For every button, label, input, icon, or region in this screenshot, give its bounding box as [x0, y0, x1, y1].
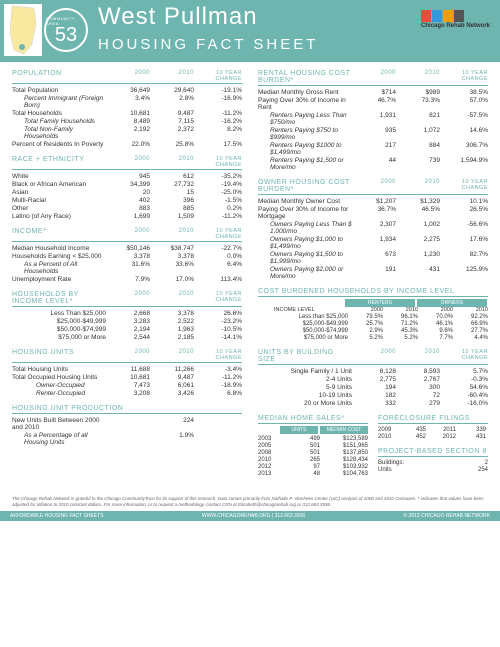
data-row: 2010265$128,434 — [258, 456, 368, 463]
data-row: 2-4 Units2,7752,767-0.3% — [258, 375, 488, 383]
content: POPULATION2000201010 YEAR CHANGE Total Po… — [0, 62, 500, 493]
data-row: Less Than $25,0002,6683,37826.6% — [12, 309, 242, 317]
page-subtitle: HOUSING FACT SHEET — [98, 36, 318, 53]
section-header: PROJECT-BASED SECTION 8 — [378, 448, 488, 457]
data-row: Total Housing Units11,68811,266-3.4% — [12, 365, 242, 373]
data-row: Single Family / 1 Unit8,1288,5935.7% — [258, 367, 488, 375]
data-row: Owners Paying $2,000 or More/mo191431125… — [258, 265, 488, 280]
data-row: $25,000-$49,99925.7%71.2%46.1%66.9% — [258, 320, 488, 327]
data-row: $75,000 or More5.2%5.2%7.7%4.4% — [258, 334, 488, 341]
data-row: Other8838850.2% — [12, 204, 242, 212]
section-header: OWNER HOUSING COST BURDEN*2000201010 YEA… — [258, 179, 488, 195]
data-row: 2003499$123,589 — [258, 435, 368, 442]
data-row: 2008501$137,850 — [258, 449, 368, 456]
data-row: 10-19 Units18272-60.4% — [258, 391, 488, 399]
section-header: INCOME*2000201010 YEAR CHANGE — [12, 228, 242, 242]
section-header: UNITS BY BUILDING SIZE2000201010 YEAR CH… — [258, 349, 488, 365]
area-number: 53 — [55, 26, 77, 44]
data-row: $50,000-$74,9992.9%45.3%9.6%27.7% — [258, 327, 488, 334]
section-header: RACE + ETHNICITY2000201010 YEAR CHANGE — [12, 156, 242, 170]
data-row: Unemployment Rate7.9%17.0%113.4% — [12, 275, 242, 283]
data-row: 20094352011339 — [378, 426, 488, 433]
data-row: Asian2015-25.0% — [12, 188, 242, 196]
data-row: Multi-Racial402396-1.5% — [12, 196, 242, 204]
logo: Chicago Rehab Network — [421, 10, 490, 29]
footer-center: WWW.CHICAGOREHAB.ORG | 312.663.3936 — [202, 513, 305, 519]
data-row: As a Percent of All Households31.6%33.6%… — [12, 260, 242, 275]
data-row: Black or African American34,39927,732-19… — [12, 180, 242, 188]
right-column: RENTAL HOUSING COST BURDEN*2000201010 YE… — [258, 70, 488, 485]
header: COMMUNITY AREA 53 West Pullman HOUSING F… — [0, 0, 500, 62]
section-header: COST BURDENED HOUSEHOLDS BY INCOME LEVEL — [258, 288, 488, 297]
data-row: Owner-Occupied7,4736,061-18.9% — [12, 381, 242, 389]
data-row: Renters Paying Less Than $750/mo1,931821… — [258, 111, 488, 126]
data-row: $50,000-$74,9992,1941,963-10.5% — [12, 325, 242, 333]
data-row: Less than $25,00079.5%96.1%70.0%92.2% — [258, 313, 488, 320]
data-row: Households Earning < $25,0003,3783,3780.… — [12, 252, 242, 260]
logo-icon — [421, 10, 490, 22]
section-header: HOUSING UNIT PRODUCTION — [12, 405, 242, 414]
data-row: Renters Paying $1,500 or More/mo447391,5… — [258, 156, 488, 171]
section-header: RENTAL HOUSING COST BURDEN*2000201010 YE… — [258, 70, 488, 86]
data-row: $25,000-$49,9993,2832,522-23.2% — [12, 317, 242, 325]
data-row: Paying Over 30% of Income in Rent46.7%73… — [258, 96, 488, 111]
data-row: Owners Paying Less Than $ 1,000/mo2,3071… — [258, 220, 488, 235]
data-row: Total Family Households8,4897,115-16.2% — [12, 117, 242, 125]
footer: AFFORDABLE HOUSING FACT SHEETS WWW.CHICA… — [0, 511, 500, 521]
data-row: Percent of Residents In Poverty22.0%25.8… — [12, 140, 242, 148]
data-row: Total Households10,6819,487-11.2% — [12, 109, 242, 117]
data-row: Renter-Occupied3,2083,4266.8% — [12, 389, 242, 397]
data-row: Paying Over 30% of Income for Mortgage36… — [258, 205, 488, 220]
data-row: 20104522012431 — [378, 433, 488, 440]
data-row: Owners Paying $1,500 to $1,999/mo6731,23… — [258, 250, 488, 265]
footer-left: AFFORDABLE HOUSING FACT SHEETS — [10, 513, 104, 519]
left-column: POPULATION2000201010 YEAR CHANGE Total Po… — [12, 70, 242, 485]
data-row: Units254 — [378, 466, 488, 473]
data-row: Renters Paying $1000 to $1,499/mo2178843… — [258, 141, 488, 156]
data-row: 20 or More Units332279-16.0% — [258, 399, 488, 407]
section-header: HOUSEHOLDS BY INCOME LEVEL*2000201010 YE… — [12, 291, 242, 307]
section-header: MEDIAN HOME SALES* — [258, 415, 368, 424]
footnote: The Chicago Rehab Network is grateful to… — [0, 493, 500, 511]
data-row: Total Non-Family Households2,1922,3728.2… — [12, 125, 242, 140]
page-title: West Pullman — [98, 3, 258, 31]
data-row: 201297$103,932 — [258, 463, 368, 470]
data-row: Owners Paying $1,000 to $1,499/mo1,9342,… — [258, 235, 488, 250]
data-row: 2005501$151,965 — [258, 442, 368, 449]
footer-right: © 2013 CHICAGO REHAB NETWORK — [404, 513, 490, 519]
data-row: Median Monthly Owner Cost$1,207$1,32910.… — [258, 197, 488, 205]
section-header: POPULATION2000201010 YEAR CHANGE — [12, 70, 242, 84]
data-row: Total Occupied Housing Units10,6819,487-… — [12, 373, 242, 381]
data-row: Renters Paying $750 to $999/mo9351,07214… — [258, 126, 488, 141]
data-row: Total Population36,64929,640-19.1% — [12, 86, 242, 94]
data-row: Percent Immigrant (Foreign Born)3.4%2.8%… — [12, 94, 242, 109]
data-row: Median Household Income$50,146$38,747-22… — [12, 244, 242, 252]
data-row: As a Percentage of all Housing Units1.9% — [12, 431, 242, 446]
map-icon — [4, 4, 42, 56]
data-row: Median Monthly Gross Rent$714$98938.5% — [258, 88, 488, 96]
data-row: $75,000 or More2,5442,185-14.1% — [12, 333, 242, 341]
section-header: HOUSING UNITS2000201010 YEAR CHANGE — [12, 349, 242, 363]
data-row: White945612-35.2% — [12, 172, 242, 180]
data-row: 5-9 Units19430054.6% — [258, 383, 488, 391]
area-badge: COMMUNITY AREA 53 — [44, 8, 88, 52]
data-row: New Units Built Between 2000 and 2010224 — [12, 416, 242, 431]
data-row: Buildings:2 — [378, 459, 488, 466]
section-header: FORECLOSURE FILINGS — [378, 415, 488, 424]
data-row: Latino (of Any Race)1,6991,509-11.2% — [12, 212, 242, 220]
data-row: 201348$104,763 — [258, 470, 368, 477]
